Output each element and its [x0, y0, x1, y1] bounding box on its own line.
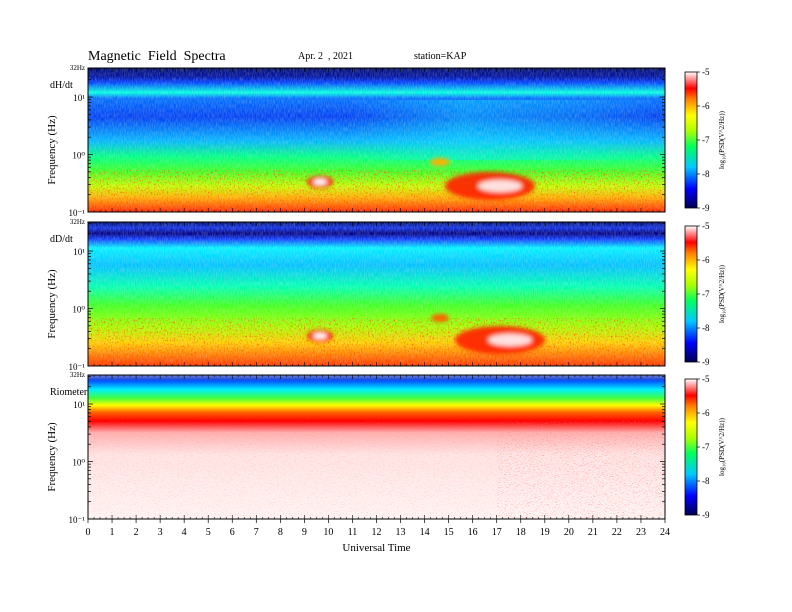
panel-dddt — [88, 222, 665, 366]
x-tick-label: 21 — [588, 527, 598, 538]
x-axis-label: Universal Time — [342, 542, 410, 554]
colorbar-tick-label: -7 — [702, 442, 710, 452]
y-tick-label: 10⁻¹ — [69, 208, 86, 218]
colorbar-tick-label: -6 — [702, 255, 710, 265]
top-frequency-label: 32Hz — [70, 64, 85, 72]
colorbar-tick-label: -8 — [702, 323, 710, 333]
colorbar-tick-label: -5 — [702, 374, 710, 384]
colorbar-tick-label: -6 — [702, 408, 710, 418]
x-tick-label: 8 — [278, 527, 283, 538]
x-tick-label: 2 — [134, 527, 139, 538]
colorbar-label: log₁₀(PSD(V^2/Hz)) — [718, 417, 726, 476]
figure-title: Magnetic Field Spectra — [88, 49, 226, 64]
x-tick-label: 3 — [158, 527, 163, 538]
y-tick-label: 10⁰ — [72, 305, 85, 315]
x-tick-label: 0 — [86, 527, 91, 538]
colorbar-tick-label: -7 — [702, 135, 710, 145]
panel-label-dddt: dD/dt — [50, 234, 73, 245]
x-tick-label: 18 — [516, 527, 526, 538]
colorbar-tick-label: -9 — [702, 203, 710, 213]
spectrogram-dddt-features — [307, 314, 545, 354]
x-tick-label: 7 — [254, 527, 259, 538]
x-tick-label: 23 — [636, 527, 646, 538]
colorbar-scale — [684, 225, 698, 363]
x-tick-label: 1 — [110, 527, 115, 538]
panel-riometer — [88, 375, 665, 519]
colorbar-label: log₁₀(PSD(V^2/Hz)) — [718, 110, 726, 169]
x-tick-label: 10 — [323, 527, 333, 538]
x-tick-label: 24 — [660, 527, 670, 538]
x-tick-label: 9 — [302, 527, 307, 538]
panel-label-riometer: Riometer — [50, 387, 88, 398]
colorbar-tick-label: -9 — [702, 510, 710, 520]
panel-label-dhdt: dH/dt — [50, 80, 73, 91]
x-tick-label: 15 — [444, 527, 454, 538]
x-tick-label: 13 — [396, 527, 406, 538]
colorbar-dhdt: -5 -6 -7 -8 -9 log₁₀(PSD(V^2/Hz)) — [684, 67, 726, 213]
spectrogram-dhdt-features — [307, 158, 535, 200]
station-label: station=KAP — [414, 51, 467, 62]
x-tick-label: 12 — [372, 527, 382, 538]
colorbars: -5 -6 -7 -8 -9 log₁₀(PSD(V^2/Hz)) -5 -6 -7 -8 -9 lo… — [684, 67, 726, 520]
x-tick-label: 17 — [492, 527, 502, 538]
y-tick-label: 10⁰ — [72, 151, 85, 161]
x-tick-label: 19 — [540, 527, 550, 538]
y-tick-label: 10¹ — [73, 93, 85, 103]
x-tick-label: 14 — [420, 527, 430, 538]
x-tick-label: 16 — [468, 527, 478, 538]
colorbar-scale — [684, 71, 698, 209]
y-axis-label: Frequency (Hz) — [46, 269, 58, 339]
axes-dddt — [87, 221, 666, 367]
colorbar-label: log₁₀(PSD(V^2/Hz)) — [718, 264, 726, 323]
colorbar-riometer: -5 -6 -7 -8 -9 log₁₀(PSD(V^2/Hz)) — [684, 374, 726, 520]
x-tick-label: 4 — [182, 527, 187, 538]
colorbar-tick-label: -7 — [702, 289, 710, 299]
x-tick-label: 22 — [612, 527, 622, 538]
spectrogram-dddt-lowfreq-noise — [88, 318, 665, 366]
panel-dhdt — [88, 68, 665, 212]
spectrogram-riometer-late-enhancement — [497, 420, 665, 519]
x-tick-label: 11 — [348, 527, 358, 538]
y-axis-label: Frequency (Hz) — [46, 115, 58, 185]
colorbar-tick-label: -5 — [702, 221, 710, 231]
colorbar-tick-label: -9 — [702, 357, 710, 367]
y-tick-label: 10⁻¹ — [69, 515, 86, 525]
y-tick-label: 10⁰ — [72, 458, 85, 468]
axes-dhdt — [87, 67, 666, 213]
x-axis: 0 1 2 3 4 5 6 7 8 9 10 11 12 13 14 15 16 17 18 19 20 21 22 23 24… — [86, 519, 670, 554]
x-tick-label: 6 — [230, 527, 235, 538]
y-tick-label: 10¹ — [73, 400, 85, 410]
top-frequency-label: 32Hz — [70, 371, 85, 379]
colorbar-tick-label: -8 — [702, 476, 710, 486]
x-tick-label: 20 — [564, 527, 574, 538]
x-tick-label: 5 — [206, 527, 211, 538]
top-frequency-label: 32Hz — [70, 218, 85, 226]
axes-layer — [87, 67, 666, 520]
spectrogram-dhdt-lowfreq-noise — [88, 170, 665, 212]
y-tick-label: 10¹ — [73, 247, 85, 257]
y-axis-labels: 10⁻¹ 10⁰ 10¹ 32Hz dH/dt Frequency (Hz) 10⁻¹ 10⁰… — [46, 64, 88, 525]
y-axis-label: Frequency (Hz) — [46, 422, 58, 492]
colorbar-tick-label: -8 — [702, 169, 710, 179]
y-tick-label: 10⁻¹ — [69, 362, 86, 372]
date-label: Apr. 2 , 2021 — [298, 51, 353, 62]
colorbar-tick-label: -5 — [702, 67, 710, 77]
colorbar-tick-label: -6 — [702, 101, 710, 111]
colorbar-scale — [684, 378, 698, 516]
colorbar-dddt: -5 -6 -7 -8 -9 log₁₀(PSD(V^2/Hz)) — [684, 221, 726, 367]
